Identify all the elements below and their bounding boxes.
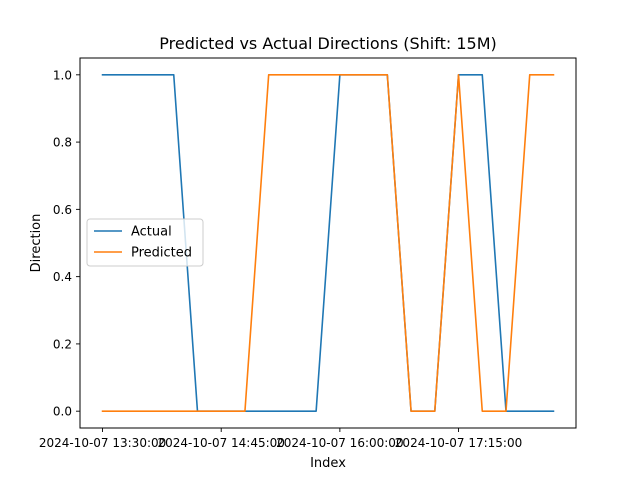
x-tick-label: 2024-10-07 16:00:00 — [276, 436, 403, 450]
y-tick-label: 0.0 — [53, 405, 72, 419]
plot-lines — [101, 74, 555, 412]
y-tick-label: 0.8 — [53, 136, 72, 150]
y-axis: 0.0 0.2 0.4 0.6 0.8 1.0 — [53, 68, 80, 419]
series-line-predicted — [101, 74, 555, 412]
y-tick-label: 0.4 — [53, 270, 72, 284]
y-tick-label: 0.2 — [53, 337, 72, 351]
y-tick-label: 1.0 — [53, 68, 72, 82]
y-axis-label: Direction — [29, 214, 44, 273]
y-tick-label: 0.6 — [53, 203, 72, 217]
legend-label-predicted: Predicted — [131, 246, 192, 261]
x-tick-label: 2024-10-07 13:30:00 — [39, 436, 166, 450]
x-tick-label: 2024-10-07 14:45:00 — [157, 436, 284, 450]
legend: Actual Predicted — [86, 218, 204, 267]
chart-title: Predicted vs Actual Directions (Shift: 1… — [159, 34, 497, 53]
x-axis-label: Index — [310, 456, 346, 471]
legend-label-actual: Actual — [131, 225, 172, 240]
axes-frame — [79, 57, 577, 429]
x-tick-label: 2024-10-07 17:15:00 — [395, 436, 522, 450]
series-line-actual — [101, 74, 555, 412]
